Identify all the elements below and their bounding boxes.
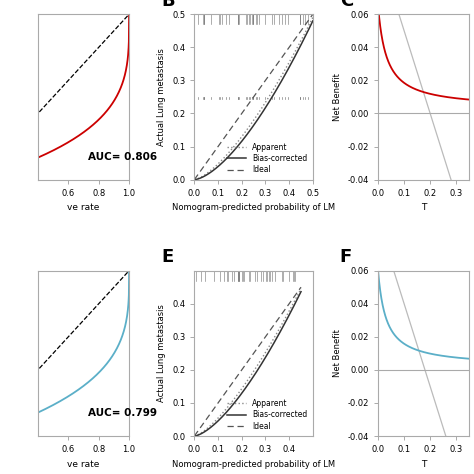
X-axis label: T: T <box>421 203 426 212</box>
Y-axis label: Actual Lung metastasis: Actual Lung metastasis <box>157 304 166 402</box>
X-axis label: Nomogram-predicted probability of LM: Nomogram-predicted probability of LM <box>172 203 335 212</box>
Text: AUC= 0.806: AUC= 0.806 <box>88 152 157 162</box>
Text: F: F <box>340 248 352 266</box>
Legend: Apparent, Bias-corrected, Ideal: Apparent, Bias-corrected, Ideal <box>226 141 309 176</box>
Text: C: C <box>340 0 353 10</box>
Y-axis label: Net Benefit: Net Benefit <box>333 329 342 377</box>
X-axis label: ve rate: ve rate <box>67 203 100 212</box>
Y-axis label: Actual Lung metastasis: Actual Lung metastasis <box>157 48 166 146</box>
X-axis label: ve rate: ve rate <box>67 460 100 469</box>
Y-axis label: Net Benefit: Net Benefit <box>333 73 342 121</box>
Text: B: B <box>161 0 175 10</box>
Legend: Apparent, Bias-corrected, Ideal: Apparent, Bias-corrected, Ideal <box>226 398 309 432</box>
X-axis label: Nomogram-predicted probability of LM: Nomogram-predicted probability of LM <box>172 460 335 469</box>
X-axis label: T: T <box>421 460 426 469</box>
Text: AUC= 0.799: AUC= 0.799 <box>88 408 157 418</box>
Text: E: E <box>161 248 173 266</box>
